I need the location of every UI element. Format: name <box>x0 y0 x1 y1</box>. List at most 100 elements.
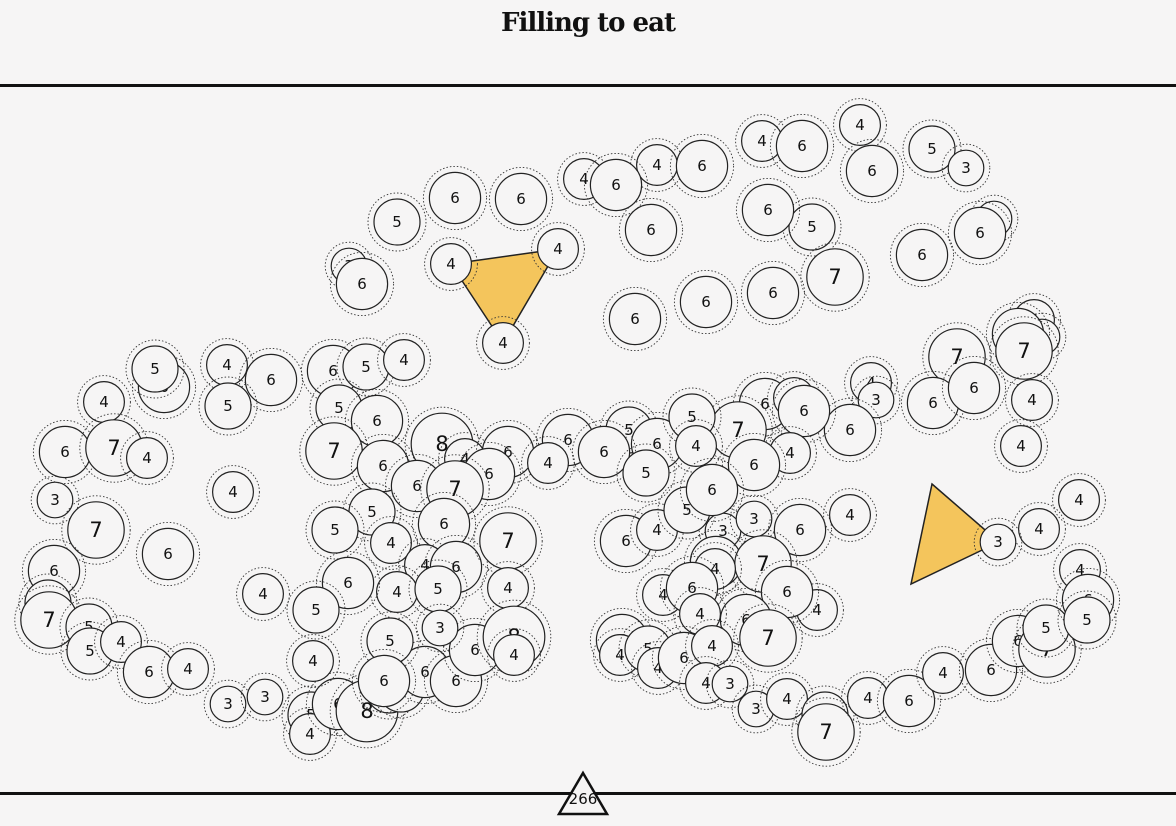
number-circle[interactable]: 4 <box>120 431 174 485</box>
circle-disc <box>882 674 936 728</box>
number-circle[interactable]: 6 <box>411 491 477 557</box>
number-circle[interactable]: 3 <box>203 679 253 729</box>
number-circle[interactable]: 5 <box>360 611 420 671</box>
circle-halo <box>488 166 554 232</box>
number-circle[interactable]: 4 <box>833 98 887 152</box>
highlighted-triangle <box>909 482 1001 586</box>
circle-number: 4 <box>652 521 662 539</box>
circle-halo <box>94 615 148 669</box>
number-circle[interactable]: 5 <box>616 443 676 503</box>
number-circle[interactable]: 5 <box>367 192 427 252</box>
number-circle[interactable]: 6 <box>769 113 835 179</box>
circle-disc <box>493 633 536 676</box>
number-circle[interactable]: 7 <box>800 242 870 312</box>
number-circle[interactable]: 6 <box>488 166 554 232</box>
number-circle[interactable]: 4 <box>1012 502 1066 556</box>
number-circle[interactable]: 6 <box>422 165 488 231</box>
number-circle[interactable]: 6 <box>602 286 668 352</box>
number-circle[interactable]: 6 <box>767 497 833 563</box>
number-circle[interactable]: 6 <box>740 260 806 326</box>
number-circle[interactable]: 5 <box>305 500 365 560</box>
number-circle[interactable]: 6 <box>583 152 649 218</box>
number-circle[interactable]: 4 <box>424 237 478 291</box>
circle-number: 4 <box>579 170 589 188</box>
number-circle[interactable]: 4 <box>94 615 148 669</box>
number-circle[interactable]: 6 <box>817 397 883 463</box>
circle-number: 6 <box>867 162 877 180</box>
number-circle[interactable]: 4 <box>994 419 1048 473</box>
number-circle[interactable]: 4 <box>669 419 723 473</box>
circle-disc <box>1057 479 1100 522</box>
number-circle[interactable]: 4 <box>283 707 337 761</box>
number-circle[interactable]: 4 <box>476 316 530 370</box>
number-circle[interactable]: 3 <box>240 672 290 722</box>
number-circle[interactable]: 7 <box>61 495 131 565</box>
number-circle[interactable]: 6 <box>889 222 955 288</box>
number-circle[interactable]: 3 <box>30 475 80 525</box>
circle-number: 4 <box>386 534 396 552</box>
number-circle[interactable]: 4 <box>685 619 739 673</box>
circle-number: 4 <box>938 664 948 682</box>
circle-disc <box>577 425 631 479</box>
circle-disc <box>797 703 855 761</box>
triangle-icon <box>556 770 610 816</box>
number-circle[interactable]: 6 <box>941 355 1007 421</box>
number-circle[interactable]: 6 <box>839 138 905 204</box>
circle-number: 4 <box>812 601 822 619</box>
number-circle[interactable]: 4 <box>521 436 575 490</box>
number-circle[interactable]: 6 <box>735 177 801 243</box>
number-circle[interactable]: 6 <box>329 251 395 317</box>
number-circle[interactable]: 7 <box>733 603 803 673</box>
circle-number: 6 <box>928 394 938 412</box>
number-circle[interactable]: 6 <box>679 457 745 523</box>
number-circle[interactable]: 6 <box>673 269 739 335</box>
number-circle[interactable]: 6 <box>618 197 684 263</box>
number-circle[interactable]: 6 <box>876 668 942 734</box>
circle-disc <box>1010 379 1053 422</box>
number-circle[interactable]: 5 <box>198 376 258 436</box>
number-circle[interactable]: 7 <box>473 506 543 576</box>
number-circle[interactable]: 6 <box>238 347 304 413</box>
number-circle[interactable]: 6 <box>771 378 837 444</box>
number-circle[interactable]: 7 <box>791 697 861 767</box>
number-circle[interactable]: 3 <box>941 143 991 193</box>
circle-number: 4 <box>543 454 553 472</box>
number-circle[interactable]: 5 <box>286 580 346 640</box>
number-circle[interactable]: 7 <box>989 316 1059 386</box>
number-circle[interactable]: 4 <box>823 488 877 542</box>
circle-halo <box>120 431 174 485</box>
number-circle[interactable]: 4 <box>487 628 541 682</box>
circle-halo <box>782 197 842 257</box>
number-circle[interactable]: 6 <box>315 550 381 616</box>
number-circle[interactable]: 4 <box>377 333 431 387</box>
number-circle[interactable]: 6 <box>669 133 735 199</box>
number-circle[interactable]: 5 <box>1057 590 1117 650</box>
number-circle[interactable]: 3 <box>415 603 465 653</box>
number-circle[interactable]: 6 <box>351 648 417 714</box>
number-circle[interactable]: 5 <box>408 559 468 619</box>
number-circle[interactable]: 5 <box>782 197 842 257</box>
number-circle[interactable]: 4 <box>1005 373 1059 427</box>
circle-disc <box>788 203 836 251</box>
number-circle[interactable]: 6 <box>571 419 637 485</box>
number-circle[interactable]: 3 <box>851 375 901 425</box>
number-circle[interactable]: 4 <box>161 642 215 696</box>
circle-halo <box>844 356 898 410</box>
circle-number: 6 <box>782 583 792 601</box>
circle-number: 4 <box>258 585 268 603</box>
number-circle[interactable]: 3 <box>973 517 1023 567</box>
circle-disc <box>746 266 800 320</box>
number-circle[interactable]: 4 <box>531 222 585 276</box>
circle-number: 4 <box>701 674 711 692</box>
number-circle[interactable]: 4 <box>1052 473 1106 527</box>
number-circle[interactable]: 7 <box>14 585 84 655</box>
number-circle[interactable]: 4 <box>286 634 340 688</box>
number-circle[interactable]: 5 <box>125 339 185 399</box>
number-circle[interactable]: 4 <box>206 465 260 519</box>
number-circle[interactable]: 6 <box>135 521 201 587</box>
number-circle[interactable]: 4 <box>236 567 290 621</box>
circle-disc <box>242 572 285 615</box>
number-circle[interactable]: 6 <box>947 200 1013 266</box>
number-circle[interactable]: 6 <box>116 639 182 705</box>
